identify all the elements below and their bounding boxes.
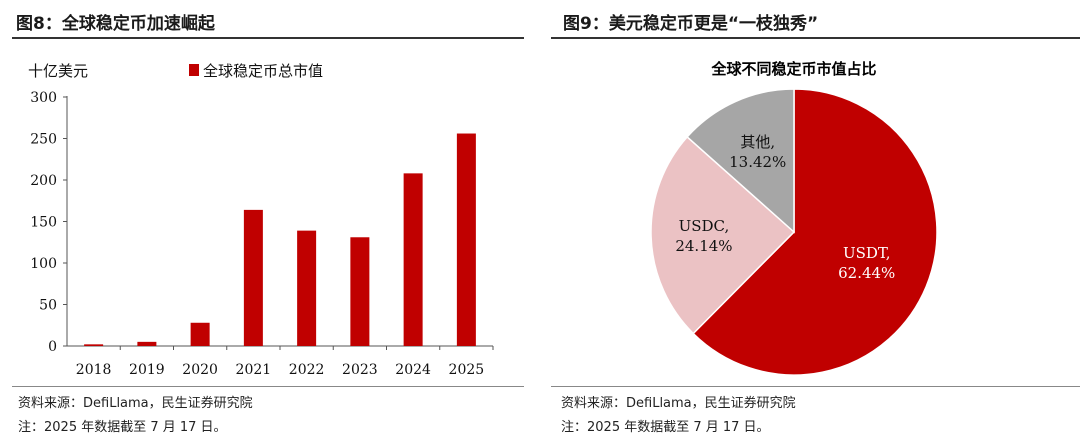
bar-2023 [350, 237, 370, 346]
x-tick-label: 2025 [449, 362, 485, 378]
y-tick-label: 200 [30, 173, 57, 189]
pie-slice-0 [692, 88, 938, 376]
slice-label-name: USDT, [843, 244, 891, 262]
figure-9-title: 图9：美元稳定币更是“一枝独秀” [563, 14, 819, 34]
y-tick-label: 300 [30, 90, 57, 106]
y-tick-label: 0 [48, 339, 57, 355]
source-note: 资料来源：DefiLlama，民生证券研究院 [18, 396, 253, 411]
title-rule [551, 37, 1080, 39]
y-tick-label: 150 [30, 215, 57, 231]
panel-right: 图9：美元稳定币更是“一枝独秀” 全球不同稳定币市值占比 USDT, 62.44% U… [551, 0, 1080, 446]
x-tick-label: 2024 [395, 362, 431, 378]
x-tick-label: 2022 [289, 362, 325, 378]
source-rule [551, 386, 1080, 387]
y-tick-label: 100 [30, 256, 57, 272]
bar-2019 [137, 341, 157, 346]
y-axis-label: 十亿美元 [28, 62, 88, 80]
footnote: 注：2025 年数据截至 7 月 17 日。 [561, 420, 770, 435]
pie-slice-1 [650, 135, 796, 335]
bar-chart: 十亿美元 全球稳定币总市值 0 50 100 150 200 250 300 2018 2019 20… [28, 62, 494, 378]
source-rule [12, 386, 524, 387]
bar-2018 [84, 344, 104, 346]
bar-2025 [456, 133, 476, 346]
y-tick-label: 250 [30, 132, 57, 148]
bar-2024 [403, 173, 423, 346]
legend-swatch [189, 64, 199, 76]
bar-2020 [190, 322, 210, 346]
x-tick-label: 2019 [129, 362, 165, 378]
source-note: 资料来源：DefiLlama，民生证券研究院 [561, 396, 796, 411]
slice-label-percent: 24.14% [675, 237, 732, 255]
pie-slice-2 [686, 88, 795, 234]
slice-label-name: USDC, [679, 217, 730, 235]
x-tick-label: 2021 [236, 362, 272, 378]
x-tick-label: 2023 [342, 362, 378, 378]
pie-chart: 全球不同稳定币市值占比 USDT, 62.44% USDC, 24.14% 其他, 13.4… [650, 60, 938, 376]
slice-label-percent: 13.42% [729, 153, 786, 171]
footnote: 注：2025 年数据截至 7 月 17 日。 [18, 420, 227, 435]
pie-title: 全球不同稳定币市值占比 [710, 60, 876, 78]
bar-2021 [243, 209, 263, 346]
figure-8-title: 图8：全球稳定币加速崛起 [16, 14, 215, 34]
legend-label: 全球稳定币总市值 [203, 62, 323, 80]
bar-2022 [297, 230, 317, 346]
slice-label-percent: 62.44% [838, 264, 895, 282]
x-tick-label: 2020 [182, 362, 218, 378]
x-tick-label: 2018 [76, 362, 112, 378]
y-tick-label: 50 [39, 298, 57, 314]
panel-left: 图8：全球稳定币加速崛起 十亿美元 全球稳定币总市值 0 50 100 150 200 250… [0, 0, 524, 446]
title-rule [12, 37, 524, 39]
slice-label-name: 其他, [740, 133, 775, 151]
